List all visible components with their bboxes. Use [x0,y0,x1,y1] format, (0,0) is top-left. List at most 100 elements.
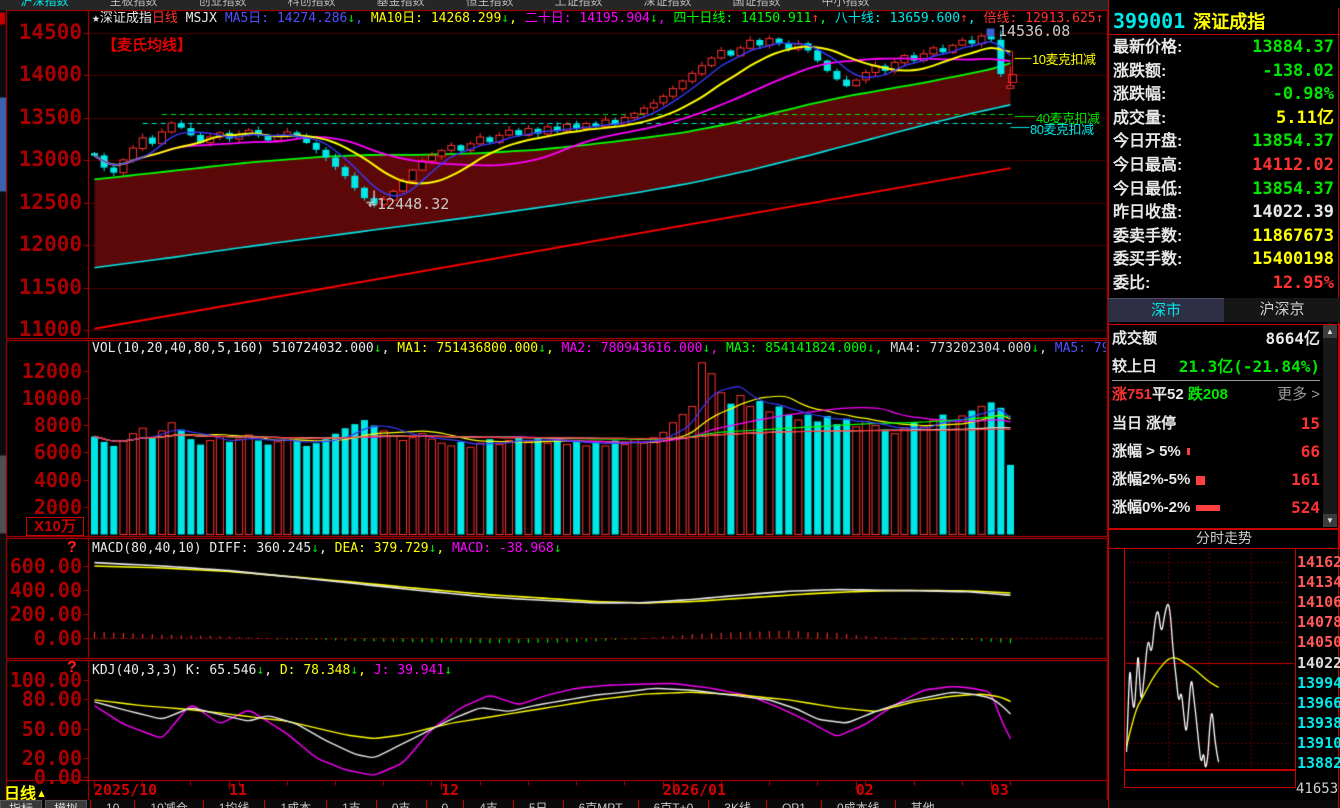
recent-high-annotation: 14536.08 [998,22,1071,40]
scroll-down-button[interactable]: ▼ [1323,514,1337,527]
stats-row-6: 涨幅0%-2% 524 [1112,495,1320,521]
quote-label: 最新价格: [1113,39,1183,56]
macd-header-seg-6: , [436,541,453,556]
scroll-up-button[interactable]: ▲ [1323,325,1337,338]
toolbar-item-0[interactable]: 指标 [0,800,43,808]
macd-header-seg-8: ↓ [553,541,562,556]
macd-help-icon[interactable]: ? [67,539,77,556]
quote-value: 13884.37 [1252,37,1334,57]
main-header-seg-19: ↑ [1095,11,1104,26]
quote-label: 今日最低: [1113,180,1183,198]
top-tab-9[interactable]: 中小指数 [821,0,870,8]
main-header-seg-15: 八十线: 13659.600 [834,11,961,26]
range-bar-glyph [1186,448,1190,456]
main-header-seg-16: ↑ [960,11,968,26]
quote-row-0: 最新价格: 13884.37 [1109,36,1338,60]
date-label-03: 03 [990,781,1009,799]
quote-value: -138.02 [1262,60,1334,81]
quote-value: 11867673 [1252,225,1334,246]
stats-scrollbar[interactable]: ▲ ▼ [1323,325,1337,527]
top-tab-7[interactable]: 深证指数 [643,0,692,8]
koujian-label-2: 80麦克扣减 [1030,122,1094,137]
top-tab-3[interactable]: 科创指数 [287,0,336,8]
market-tab-沪深京[interactable]: 沪深京 [1224,298,1340,322]
toolbar-item-3[interactable]: 10减仓 [134,800,202,808]
vol-header-seg-0: VOL(10,20,40,80,5,160) [92,341,273,356]
toolbar-item-5[interactable]: 1成本 [264,800,326,808]
toolbar-item-6[interactable]: 1支 [326,800,376,808]
quote-value: 5.11亿 [1276,107,1334,128]
toolbar-item-15[interactable]: 0成本线 [820,800,895,808]
stats-label: 涨幅0%-2% [1112,495,1221,521]
intraday-tick-14078: 14078 [1297,613,1340,632]
vol-header-seg-9: , [710,341,726,356]
intraday-header: 分时走势 [1108,528,1340,549]
quote-row-1: 涨跌额: -138.02 [1109,60,1338,84]
intraday-tick-14106: 14106 [1297,593,1340,612]
intraday-volume-label: 41653 [1296,781,1339,797]
stats-value: 524 [1291,498,1320,518]
vol-header-seg-6: , [545,341,562,356]
quote-label: 委比: [1113,274,1151,292]
main-header-seg-6: MA10日: 14268.299 [370,11,502,26]
kdj-header-seg-0: KDJ(40,3,3) [92,663,186,678]
toolbar-item-14[interactable]: OP1 [765,800,821,808]
main-header-seg-2: MSJX [177,11,225,26]
quote-label: 委卖手数: [1113,227,1183,245]
toolbar-item-7[interactable]: 0支 [375,800,426,808]
intraday-tick-13994: 13994 [1297,673,1340,692]
quote-row-6: 今日最低: 13854.37 [1109,178,1338,202]
top-tab-4[interactable]: 基金指数 [376,0,425,8]
macd-header-seg-4: DEA: 379.729 [334,541,429,556]
main-header-seg-8: , [509,11,525,26]
quote-value: 14112.02 [1252,154,1334,175]
toolbar-item-1[interactable]: 模拟 [45,800,88,808]
top-tab-0[interactable]: 沪深指数 [20,0,69,8]
maishi-avg-label: 【麦氏均线】 [102,37,193,54]
quote-row-4: 今日开盘: 13854.37 [1109,130,1338,154]
more-link[interactable]: 更多 > [1277,386,1320,404]
main-header-seg-18: 倍线: 12913.625 [983,11,1096,26]
toolbar-item-4[interactable]: 1均线 [202,800,265,808]
kdj-header-seg-2: ↓ [256,663,265,678]
vol-header-seg-13: MA4: 773202304.000 [890,341,1032,356]
adv-dec-seg-2: 跌208 [1183,386,1228,404]
bottom-toolbar: 指标模拟1010减仓1均线1成本1支0支04支5日6克MPT6克T+03K线OP… [0,800,1340,808]
vol-header-seg-14: ↓ [1031,341,1040,356]
period-selector[interactable]: 日线▲ [4,780,47,803]
intraday-plot-box[interactable] [1124,548,1296,771]
main-header-seg-7: ↓ [501,11,510,26]
quote-title: 399001 深证成指 [1108,8,1340,35]
quote-value: 14022.39 [1252,202,1334,223]
quote-fields: 最新价格: 13884.37 涨跌额: -138.02 涨跌幅: -0.98% 成交量: 5.… [1109,36,1338,296]
toolbar-item-9[interactable]: 4支 [463,800,513,808]
quote-label: 今日开盘: [1113,133,1183,151]
main-header-seg-0: ★深证成指 [92,11,152,26]
period-arrow-icon: ▲ [36,788,47,800]
toolbar-item-13[interactable]: 3K线 [708,800,766,808]
stats-label: 当日 涨停 [1112,414,1177,432]
intraday-tick-14050: 14050 [1297,633,1340,652]
toolbar-item-2[interactable]: 10 [90,800,134,808]
vol-header-seg-7: MA2: 780943616.000 [561,341,703,356]
kdj-help-icon[interactable]: ? [67,659,77,676]
toolbar-item-8[interactable]: 0 [425,800,464,808]
date-label-02: 02 [855,781,874,799]
top-tab-1[interactable]: 主板指数 [109,0,158,8]
vol-header-seg-12: , [874,341,891,356]
date-label-2026/01: 2026/01 [662,781,727,799]
kdj-header-seg-5: ↓ [350,663,359,678]
intraday-tick-13910: 13910 [1297,733,1340,752]
top-tab-5[interactable]: 恒生指数 [465,0,514,8]
top-tab-8[interactable]: 国证指数 [732,0,781,8]
toolbar-item-11[interactable]: 6克MPT [562,800,638,808]
top-tab-6[interactable]: 上证指数 [554,0,603,8]
market-tab-深市[interactable]: 深市 [1108,298,1224,322]
toolbar-item-10[interactable]: 5日 [512,800,563,808]
kdj-header-seg-6: , [358,663,374,678]
toolbar-item-12[interactable]: 6克T+0 [637,800,709,808]
top-tab-2[interactable]: 创业指数 [198,0,247,8]
macd-header-seg-5: ↓ [428,541,437,556]
toolbar-item-16[interactable]: 其他 [894,800,950,808]
